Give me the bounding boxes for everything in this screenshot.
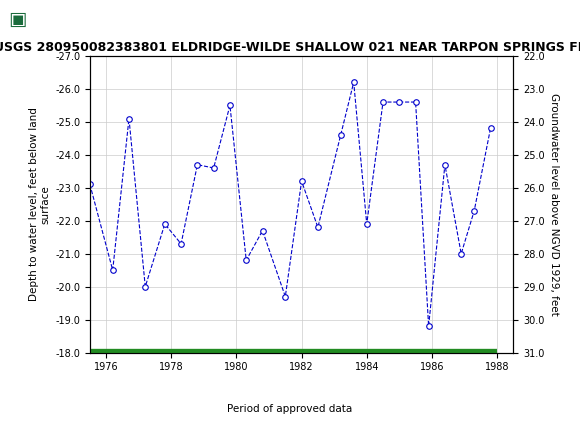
- Text: USGS 280950082383801 ELDRIDGE-WILDE SHALLOW 021 NEAR TARPON SPRINGS FL: USGS 280950082383801 ELDRIDGE-WILDE SHAL…: [0, 41, 580, 54]
- Text: USGS: USGS: [44, 10, 99, 28]
- Bar: [6, 4, 46, 35]
- Y-axis label: Groundwater level above NGVD 1929, feet: Groundwater level above NGVD 1929, feet: [549, 93, 559, 316]
- Text: ▣: ▣: [9, 10, 27, 29]
- Text: Period of approved data: Period of approved data: [227, 403, 353, 414]
- Y-axis label: Depth to water level, feet below land
surface: Depth to water level, feet below land su…: [29, 108, 51, 301]
